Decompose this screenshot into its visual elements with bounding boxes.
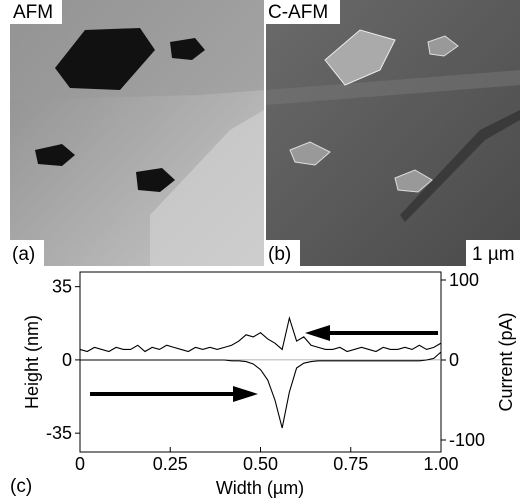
panel-label: (a) (12, 244, 35, 265)
x-axis-label: Width (µm) (216, 478, 304, 498)
x-tick-label: 0.50 (243, 454, 278, 474)
label-bg (466, 240, 520, 266)
panel-title: C-AFM (268, 2, 328, 23)
label-bg (10, 0, 62, 24)
y-axis-label: Height (nm) (22, 315, 42, 409)
data-line (79, 315, 442, 353)
y-tick-label: 0 (62, 350, 72, 370)
x-tick-label: 0 (75, 454, 85, 474)
x-tick-label: 0.75 (333, 454, 368, 474)
label-bg (266, 240, 300, 266)
y2-tick-label: 0 (449, 350, 459, 370)
label-bg (10, 240, 44, 266)
data-line (80, 351, 442, 429)
x-tick-label: 1.00 (423, 454, 458, 474)
arrows (90, 325, 438, 402)
y2-tick-label: 100 (449, 270, 479, 290)
x-tick-label: 0.25 (153, 454, 188, 474)
plot-frame (79, 271, 442, 453)
label-bg (266, 0, 340, 24)
afm-image (10, 0, 264, 266)
c-afm-image (266, 0, 520, 266)
y2-tick-label: -100 (449, 430, 485, 450)
y-tick-label: -35 (46, 423, 72, 443)
panel-label: (b) (268, 244, 291, 265)
y-tick-label: 35 (52, 277, 72, 297)
panel-label: (c) (10, 476, 32, 497)
panel-title: AFM (13, 2, 53, 23)
y2-axis-label: Current (pA) (496, 312, 516, 411)
scale-label: 1 µm (472, 244, 515, 265)
